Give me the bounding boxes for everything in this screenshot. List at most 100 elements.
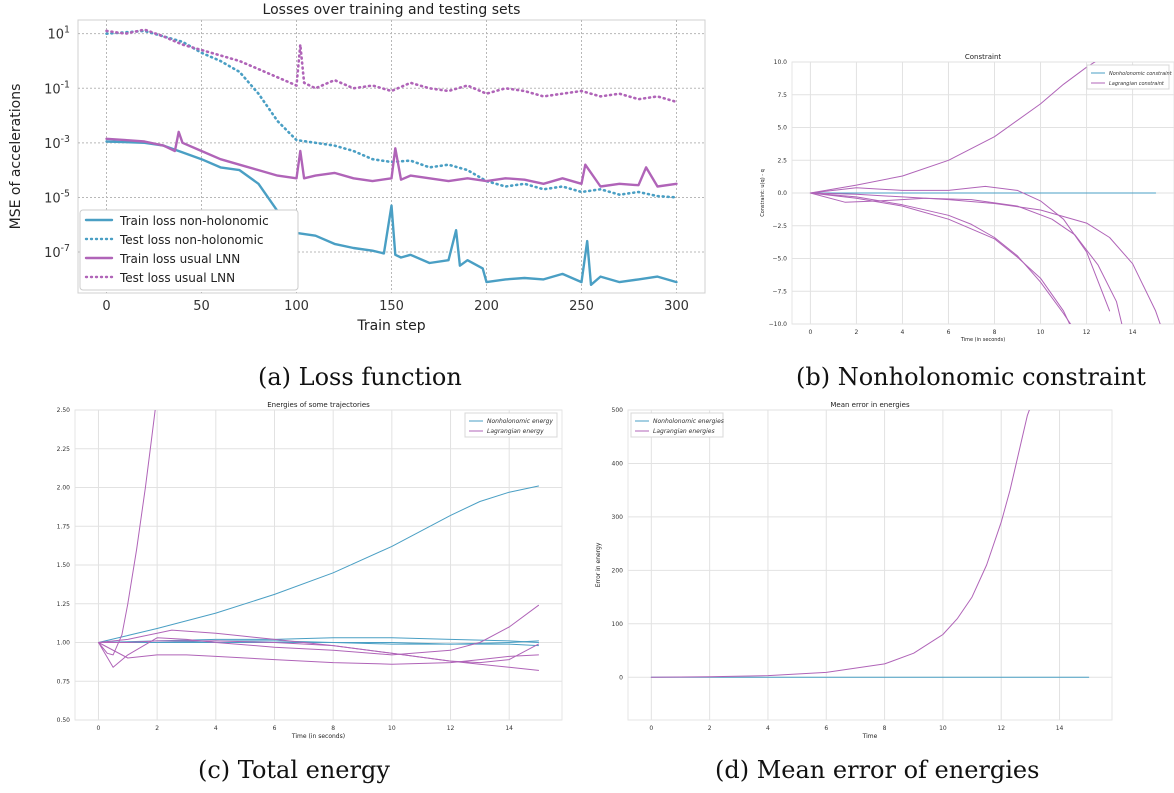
x-tick-label: 6 (273, 725, 277, 732)
y-tick-label: 5.0 (777, 125, 787, 132)
y-tick-label: −7.5 (772, 288, 787, 295)
x-tick-label: 6 (947, 329, 951, 336)
x-tick-label: 12 (1083, 329, 1091, 336)
x-tick-label: 150 (379, 299, 404, 314)
series-line (105, 29, 678, 199)
y-tick-label: 2.5 (777, 157, 787, 164)
x-tick-label: 100 (284, 299, 309, 314)
y-tick-label: 0.50 (57, 717, 71, 724)
legend-label: Test loss non-holonomic (119, 233, 264, 247)
y-tick-label: 300 (612, 514, 624, 521)
y-tick-label: 400 (612, 461, 624, 468)
legend-box (630, 412, 724, 438)
chart-title: Losses over training and testing sets (263, 2, 521, 18)
x-tick-label: 4 (214, 725, 218, 732)
series-line (809, 185, 1111, 312)
series-line (105, 130, 678, 188)
y-tick-label: 2.00 (57, 485, 71, 492)
x-axis-label: Time (in seconds) (960, 337, 1005, 343)
y-axis-label: Error in energy (595, 542, 602, 587)
series-group (650, 410, 1090, 678)
caption-constraint: (b) Nonholonomic constraint (796, 363, 1146, 391)
x-axis-label: Train step (356, 318, 425, 334)
x-tick-label: 0 (808, 329, 812, 336)
x-tick-label: 2 (855, 329, 859, 336)
x-tick-label: 4 (766, 725, 770, 732)
legend-label: Nonholonomic energies (653, 418, 724, 425)
y-tick-label: 1.75 (57, 523, 71, 530)
x-tick-label: 0 (102, 299, 110, 314)
y-tick-label: 10-7 (44, 243, 70, 261)
x-tick-label: 8 (883, 725, 887, 732)
y-tick-label: 0 (619, 674, 623, 681)
legend-box (464, 412, 558, 438)
x-tick-label: 300 (664, 299, 689, 314)
series-group (809, 62, 1161, 324)
y-tick-label: −5.0 (772, 256, 787, 263)
series-line (98, 410, 156, 656)
chart-title: Constraint (965, 53, 1002, 61)
mean-error-chart: 0 2 4 6 8 10 12 14 500 400 300 200 100 0 Mean error in… (595, 401, 1113, 740)
x-tick-label: 2 (155, 725, 159, 732)
x-tick-label: 10 (1037, 329, 1045, 336)
legend-box (79, 209, 299, 291)
x-tick-label: 2 (708, 725, 712, 732)
series-line (98, 640, 539, 647)
series-line (98, 629, 539, 671)
series-line (809, 192, 1123, 324)
legend-label: Lagrangian energies (653, 428, 715, 435)
series-line (98, 485, 539, 643)
x-tick-label: 10 (388, 725, 396, 732)
x-tick-label: 250 (569, 299, 594, 314)
legend-box (1086, 64, 1170, 90)
plot-area (627, 409, 1113, 721)
y-tick-label: 200 (612, 567, 624, 574)
energies-chart: 0 2 4 6 8 10 12 14 2.50 2.25 2.00 1.75 1.50 1.25 1.00 0… (57, 401, 563, 740)
x-tick-label: 4 (901, 329, 905, 336)
legend-label: Train loss non-holonomic (119, 214, 269, 228)
x-tick-label: 200 (474, 299, 499, 314)
x-axis-label: Time (in seconds) (291, 733, 345, 740)
y-tick-label: 1.00 (57, 640, 71, 647)
x-tick-label: 50 (193, 299, 210, 314)
y-tick-label: 100 (612, 621, 624, 628)
y-tick-label: 10-5 (44, 188, 70, 206)
series-line (809, 192, 1072, 324)
x-axis-label: Time (862, 733, 878, 740)
legend-label: Lagrangian constraint (1109, 81, 1165, 87)
legend-label: Test loss usual LNN (119, 271, 235, 285)
caption-mean-error: (d) Mean error of energies (715, 756, 1040, 784)
legend-label: Train loss usual LNN (119, 252, 240, 266)
y-tick-label: 0.75 (57, 678, 71, 685)
y-tick-label: 7.5 (777, 92, 787, 99)
y-axis-label: MSE of accelerations (8, 84, 24, 230)
x-tick-label: 0 (649, 725, 653, 732)
y-tick-label: 101 (48, 25, 71, 43)
series-line (650, 410, 1030, 678)
series-line (809, 192, 1161, 324)
series-line (98, 640, 539, 664)
series-line (98, 642, 539, 665)
y-tick-label: 10-1 (44, 79, 70, 97)
constraint-chart: 0 2 4 6 8 10 12 14 10.0 7.5 5.0 2.5 0.0 −2.5 −5.0 −7.5 −… (760, 53, 1174, 343)
series-line (105, 28, 678, 104)
chart-title: Energies of some trajectories (267, 401, 370, 409)
x-tick-label: 6 (824, 725, 828, 732)
x-tick-label: 0 (97, 725, 101, 732)
x-tick-label: 14 (1056, 725, 1064, 732)
x-tick-label: 8 (331, 725, 335, 732)
y-tick-label: 500 (612, 407, 624, 414)
y-tick-label: 10.0 (774, 59, 788, 66)
y-tick-label: 1.25 (57, 601, 71, 608)
x-tick-label: 14 (505, 725, 513, 732)
y-tick-label: 0.0 (777, 190, 787, 197)
series-group (105, 28, 678, 286)
legend-label: Lagrangian energy (487, 428, 544, 435)
y-tick-label: 1.50 (57, 562, 71, 569)
caption-energies: (c) Total energy (198, 756, 390, 784)
y-axis-label: Constraint: u(q) - q (760, 169, 766, 217)
y-tick-label: 10-3 (44, 134, 70, 152)
y-tick-label: 2.25 (57, 446, 71, 453)
series-line (809, 192, 1071, 324)
y-tick-label: 2.50 (57, 407, 71, 414)
